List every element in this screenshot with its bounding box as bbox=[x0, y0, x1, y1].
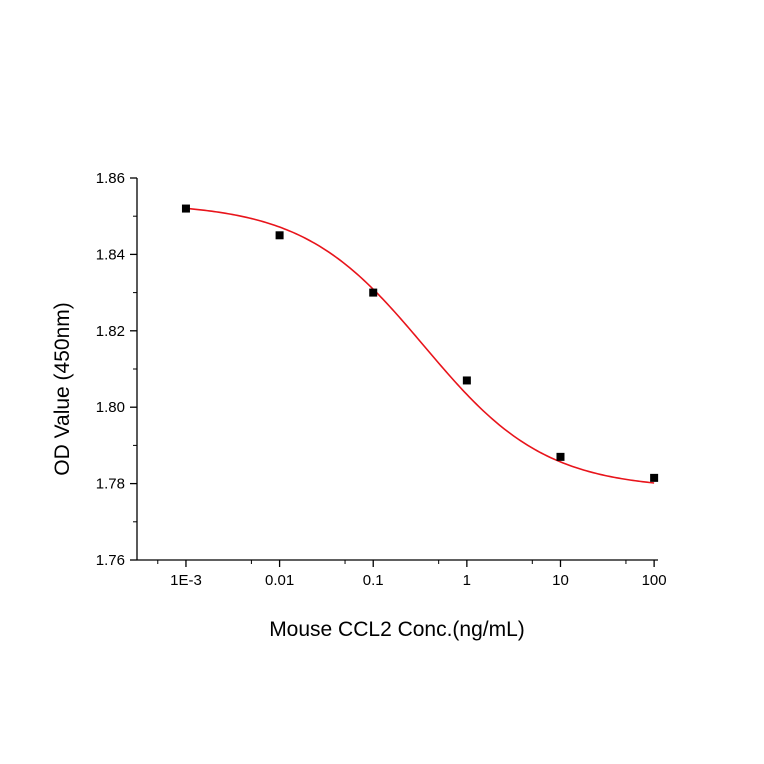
data-point bbox=[650, 473, 659, 482]
data-point bbox=[275, 231, 284, 240]
fit-curve-layer bbox=[185, 207, 655, 484]
data-point bbox=[556, 452, 565, 461]
x-axis-title: Mouse CCL2 Conc.(ng/mL) bbox=[269, 618, 525, 641]
x-tick-label: 1E-3 bbox=[170, 572, 202, 589]
fit-curve bbox=[185, 207, 655, 484]
x-tick-label: 100 bbox=[642, 572, 667, 589]
data-points bbox=[181, 204, 659, 482]
y-tick-label: 1.84 bbox=[96, 246, 125, 263]
x-tick-label: 1 bbox=[463, 572, 471, 589]
x-tick-label: 0.01 bbox=[265, 572, 294, 589]
y-tick-label: 1.82 bbox=[96, 323, 125, 340]
x-tick-label: 0.1 bbox=[363, 572, 384, 589]
y-axis: 1.76 1.78 1.80 1.82 1.84 1.86 bbox=[96, 170, 138, 569]
y-tick-label: 1.80 bbox=[96, 399, 125, 416]
y-tick-label: 1.86 bbox=[96, 170, 125, 187]
data-point bbox=[462, 376, 471, 385]
data-point bbox=[181, 204, 190, 213]
x-tick-label: 10 bbox=[552, 572, 569, 589]
y-tick-label: 1.76 bbox=[96, 552, 125, 569]
y-axis-title: OD Value (450nm) bbox=[51, 302, 74, 476]
x-axis: 1E-3 0.01 0.1 1 10 100 bbox=[137, 559, 667, 589]
y-tick-label: 1.78 bbox=[96, 476, 125, 493]
data-point bbox=[369, 288, 378, 297]
